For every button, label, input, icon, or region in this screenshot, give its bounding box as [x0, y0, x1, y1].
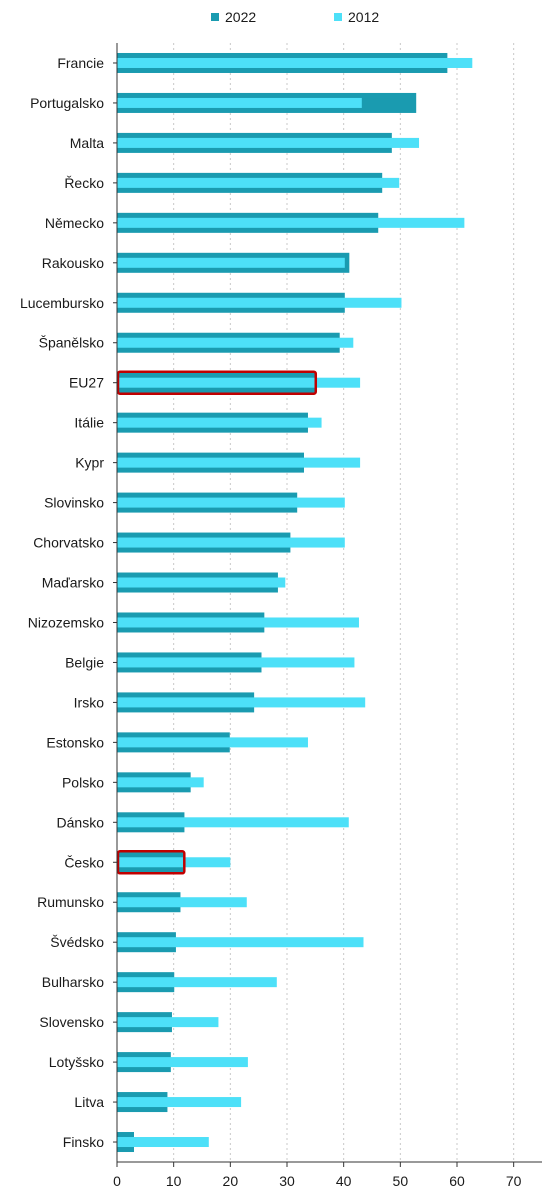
bar-2012-svedsko [117, 937, 364, 948]
bar-2012-cesko [117, 857, 231, 868]
category-label-spanelsko: Španělsko [39, 335, 105, 351]
x-tick-label-50: 50 [393, 1173, 409, 1189]
x-tick-label-60: 60 [449, 1173, 465, 1189]
category-label-slovensko: Slovensko [39, 1014, 104, 1030]
bar-2012-spanelsko [117, 337, 354, 348]
category-label-italie: Itálie [74, 415, 104, 431]
category-label-belgie: Belgie [65, 654, 104, 670]
x-tick-label-10: 10 [166, 1173, 182, 1189]
category-label-malta: Malta [70, 135, 104, 151]
bar-2012-portugalsko [117, 97, 362, 108]
bar-2012-lucembursko [117, 297, 402, 308]
category-label-lotyssko: Lotyšsko [49, 1054, 104, 1070]
category-label-estonsko: Estonsko [46, 734, 104, 750]
category-label-rakousko: Rakousko [42, 255, 104, 271]
legend-label-2022: 2022 [225, 9, 256, 25]
highlight-boxes [116, 370, 318, 875]
legend-swatch-2022 [211, 13, 219, 21]
bar-2012-chorvatsko [117, 537, 345, 548]
bar-2012-lotyssko [117, 1057, 248, 1068]
legend-swatch-2012 [334, 13, 342, 21]
category-label-bulharsko: Bulharsko [42, 974, 104, 990]
highlight-box-eu27 [116, 370, 318, 395]
bar-2012-rumunsko [117, 897, 247, 908]
bars [117, 52, 473, 1153]
category-label-eu27: EU27 [69, 375, 104, 391]
category-label-cesko: Česko [64, 854, 104, 870]
bar-2012-bulharsko [117, 977, 277, 988]
legend-label-2012: 2012 [348, 9, 379, 25]
bar-2012-litva [117, 1097, 242, 1108]
bar-2012-finsko [117, 1137, 209, 1148]
bar-2012-kypr [117, 457, 361, 468]
category-label-nizozemsko: Nizozemsko [28, 614, 104, 630]
bar-2012-polsko [117, 777, 204, 788]
category-label-kypr: Kypr [75, 455, 104, 471]
category-label-nemecko: Německo [45, 215, 104, 231]
bar-2012-madarsko [117, 577, 286, 588]
bar-2012-dansko [117, 817, 349, 828]
bar-2012-belgie [117, 657, 355, 668]
category-label-polsko: Polsko [62, 774, 104, 790]
bar-2012-estonsko [117, 737, 308, 748]
x-tick-label-20: 20 [223, 1173, 239, 1189]
category-axis: Francie Portugalsko Malta Řecko Německo Rakou… [20, 43, 118, 1162]
legend: 2022 2012 [211, 9, 379, 25]
category-label-recko: Řecko [64, 175, 104, 191]
bar-2012-slovensko [117, 1017, 219, 1028]
bar-2012-rakousko [117, 257, 345, 268]
category-label-irsko: Irsko [74, 694, 105, 710]
highlight-box-cesko [116, 850, 186, 875]
category-label-francie: Francie [57, 55, 104, 71]
category-label-madarsko: Maďarsko [42, 575, 105, 591]
x-tick-label-70: 70 [506, 1173, 522, 1189]
bar-2012-nizozemsko [117, 617, 359, 628]
bar-2012-recko [117, 177, 400, 188]
x-tick-label-30: 30 [279, 1173, 295, 1189]
x-tick-label-40: 40 [336, 1173, 352, 1189]
bar-2012-eu27 [117, 377, 361, 388]
bar-2012-malta [117, 137, 420, 148]
category-label-chorvatsko: Chorvatsko [33, 535, 104, 551]
gridlines [173, 43, 515, 1162]
category-label-rumunsko: Rumunsko [37, 894, 104, 910]
bar-2012-irsko [117, 697, 366, 708]
category-label-litva: Litva [74, 1094, 104, 1110]
category-label-portugalsko: Portugalsko [30, 95, 104, 111]
category-label-lucembursko: Lucembursko [20, 295, 104, 311]
category-label-finsko: Finsko [63, 1134, 104, 1150]
bar-2012-slovinsko [117, 497, 345, 508]
value-axis: 0 10 20 30 40 50 60 70 [113, 1161, 542, 1189]
category-label-slovinsko: Slovinsko [44, 495, 104, 511]
category-label-dansko: Dánsko [57, 814, 105, 830]
category-label-svedsko: Švédsko [50, 934, 104, 950]
bar-2012-italie [117, 417, 322, 428]
bar-2012-nemecko [117, 217, 465, 228]
x-tick-label-0: 0 [113, 1173, 121, 1189]
bar-2012-francie [117, 57, 473, 68]
